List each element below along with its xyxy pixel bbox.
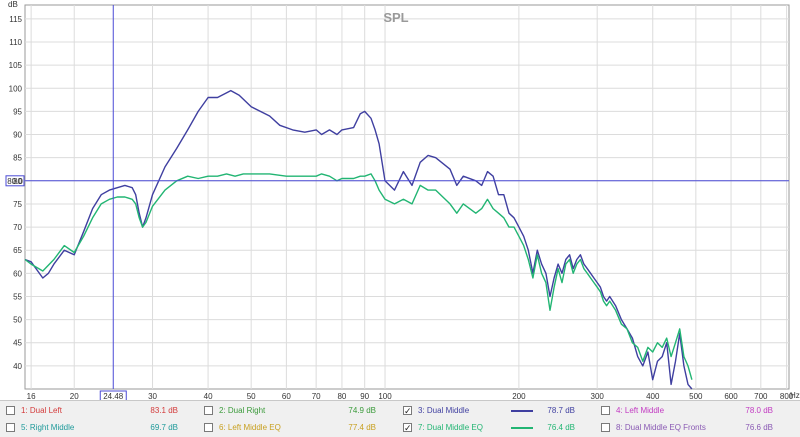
legend-value: 83.1 dB bbox=[150, 406, 178, 415]
y-tick-label: 65 bbox=[13, 246, 22, 255]
y-tick-label: 95 bbox=[13, 107, 22, 116]
legend-panel: 1: Dual Left 83.1 dB 2: Dual Right 74.9 … bbox=[0, 400, 800, 437]
y-tick-label: 115 bbox=[9, 15, 22, 24]
y-unit-label: dB bbox=[8, 0, 18, 9]
x-tick-label: 70 bbox=[312, 392, 321, 400]
legend-label: 6: Left Middle EQ bbox=[219, 423, 281, 432]
x-tick-label: 300 bbox=[591, 392, 605, 400]
legend-label: 4: Left Middle bbox=[616, 406, 665, 415]
x-tick-label: 200 bbox=[512, 392, 526, 400]
y-tick-label: 45 bbox=[13, 339, 22, 348]
cursor-x-box bbox=[99, 390, 127, 400]
x-unit-label: Hz bbox=[790, 391, 800, 400]
grid bbox=[25, 5, 789, 389]
legend-label: 1: Dual Left bbox=[21, 406, 62, 415]
legend-value: 69.7 dB bbox=[150, 423, 178, 432]
series-line-dual-middle-eq bbox=[24, 173, 693, 380]
y-tick-label: 55 bbox=[13, 292, 22, 301]
y-tick-label: 100 bbox=[9, 84, 23, 93]
legend-checkbox-2[interactable] bbox=[204, 406, 213, 415]
x-tick-label: 20 bbox=[70, 392, 79, 400]
series-group bbox=[24, 89, 693, 390]
plot-area[interactable] bbox=[24, 4, 790, 390]
legend-value: 77.4 dB bbox=[348, 423, 376, 432]
legend-checkbox-1[interactable] bbox=[6, 406, 15, 415]
y-tick-label: 70 bbox=[13, 223, 22, 232]
x-tick-label: 16 bbox=[27, 392, 36, 400]
x-tick-label: 800 bbox=[780, 392, 794, 400]
legend-checkbox-3[interactable]: ✓ bbox=[403, 406, 412, 416]
legend-value: 76.6 dB bbox=[745, 423, 773, 432]
x-tick-label: 40 bbox=[204, 392, 213, 400]
cursor-x-readout: 24.48 bbox=[103, 392, 124, 400]
legend-value: 76.4 dB bbox=[547, 423, 575, 432]
y-tick-label: 80 bbox=[13, 177, 22, 186]
legend-label: 3: Dual Middle bbox=[418, 406, 470, 415]
x-axis-ticks: 16 20 30 40 50 60 70 80 90 100 200 300 400 500 600 700 8… bbox=[27, 392, 794, 400]
legend-value: 78.7 dB bbox=[547, 406, 575, 415]
legend-value: 78.0 dB bbox=[745, 406, 773, 415]
cursor-y-box bbox=[5, 175, 25, 187]
legend-line-swatch bbox=[511, 410, 533, 412]
x-tick-label: 50 bbox=[247, 392, 256, 400]
legend-checkbox-4[interactable] bbox=[601, 406, 610, 415]
spl-chart[interactable]: 80.0 24.48 40 45 50 55 60 65 70 75 80 85 90 95 100 105… bbox=[0, 0, 800, 400]
y-tick-label: 40 bbox=[13, 362, 22, 371]
x-tick-label: 600 bbox=[724, 392, 738, 400]
legend-label: 7: Dual Middle EQ bbox=[418, 423, 483, 432]
x-tick-label: 500 bbox=[689, 392, 703, 400]
y-tick-label: 60 bbox=[13, 269, 22, 278]
x-tick-label: 400 bbox=[646, 392, 660, 400]
x-tick-label: 80 bbox=[337, 392, 346, 400]
legend-row: 1: Dual Left 83.1 dB 2: Dual Right 74.9 … bbox=[0, 402, 800, 420]
series-line-dual-middle bbox=[24, 89, 693, 390]
y-tick-label: 85 bbox=[13, 154, 22, 163]
x-tick-label: 100 bbox=[378, 392, 392, 400]
y-axis-ticks: 40 45 50 55 60 65 70 75 80 85 90 95 100 105 110 115 bbox=[9, 15, 23, 371]
x-tick-label: 60 bbox=[282, 392, 291, 400]
x-tick-label: 30 bbox=[148, 392, 157, 400]
y-tick-label: 50 bbox=[13, 316, 22, 325]
legend-label: 5: Right Middle bbox=[21, 423, 75, 432]
chart-title: SPL bbox=[383, 10, 408, 25]
x-tick-label: 700 bbox=[754, 392, 768, 400]
x-tick-label: 90 bbox=[360, 392, 369, 400]
y-tick-label: 90 bbox=[13, 131, 22, 140]
legend-checkbox-8[interactable] bbox=[601, 423, 610, 432]
y-tick-label: 75 bbox=[13, 200, 22, 209]
legend-line-swatch bbox=[511, 427, 533, 429]
legend-checkbox-6[interactable] bbox=[204, 423, 213, 432]
legend-row: 5: Right Middle 69.7 dB 6: Left Middle E… bbox=[0, 419, 800, 437]
cursor[interactable]: 80.0 24.48 bbox=[5, 5, 789, 400]
legend-label: 8: Dual Middle EQ Fronts bbox=[616, 423, 706, 432]
chart-svg[interactable]: 80.0 24.48 40 45 50 55 60 65 70 75 80 85 90 95 100 105… bbox=[0, 0, 800, 400]
legend-label: 2: Dual Right bbox=[219, 406, 266, 415]
y-tick-label: 110 bbox=[9, 38, 22, 47]
cursor-y-readout: 80.0 bbox=[7, 177, 23, 186]
legend-checkbox-5[interactable] bbox=[6, 423, 15, 432]
legend-checkbox-7[interactable]: ✓ bbox=[403, 423, 412, 433]
legend-value: 74.9 dB bbox=[348, 406, 376, 415]
y-tick-label: 105 bbox=[9, 61, 23, 70]
